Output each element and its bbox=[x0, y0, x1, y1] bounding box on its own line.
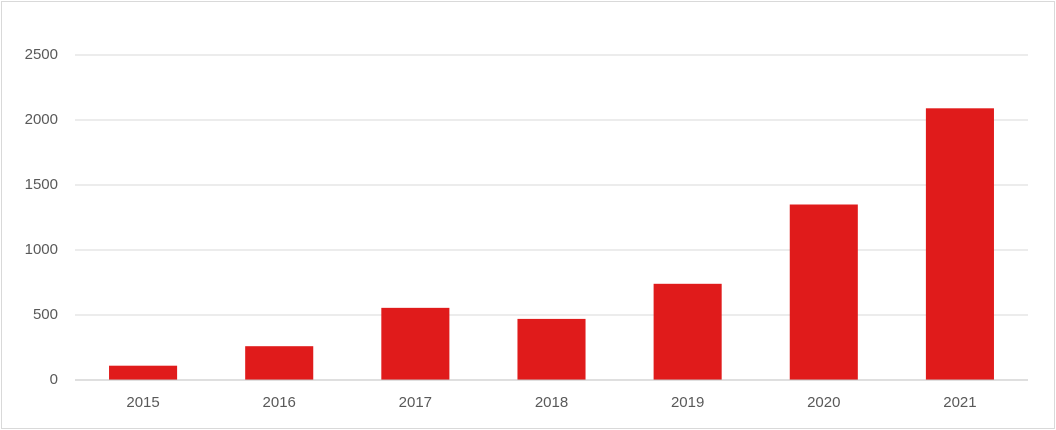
x-tick-label: 2016 bbox=[263, 394, 296, 411]
x-tick-label: 2017 bbox=[399, 394, 432, 411]
x-tick-label: 2020 bbox=[807, 394, 840, 411]
y-tick-label: 1000 bbox=[25, 241, 58, 258]
bar bbox=[381, 307, 450, 380]
x-tick-label: 2018 bbox=[535, 394, 568, 411]
bar bbox=[653, 283, 722, 380]
bar bbox=[245, 346, 314, 380]
bar bbox=[109, 365, 178, 380]
bar bbox=[517, 318, 586, 380]
bar bbox=[925, 108, 994, 381]
y-tick-label: 1500 bbox=[25, 176, 58, 193]
y-tick-label: 2000 bbox=[25, 111, 58, 128]
bar bbox=[789, 204, 858, 380]
y-tick-label: 0 bbox=[50, 371, 58, 388]
y-tick-label: 2500 bbox=[25, 46, 58, 63]
x-tick-label: 2015 bbox=[126, 394, 159, 411]
x-tick-label: 2021 bbox=[943, 394, 976, 411]
x-tick-label: 2019 bbox=[671, 394, 704, 411]
y-tick-label: 500 bbox=[33, 306, 58, 323]
